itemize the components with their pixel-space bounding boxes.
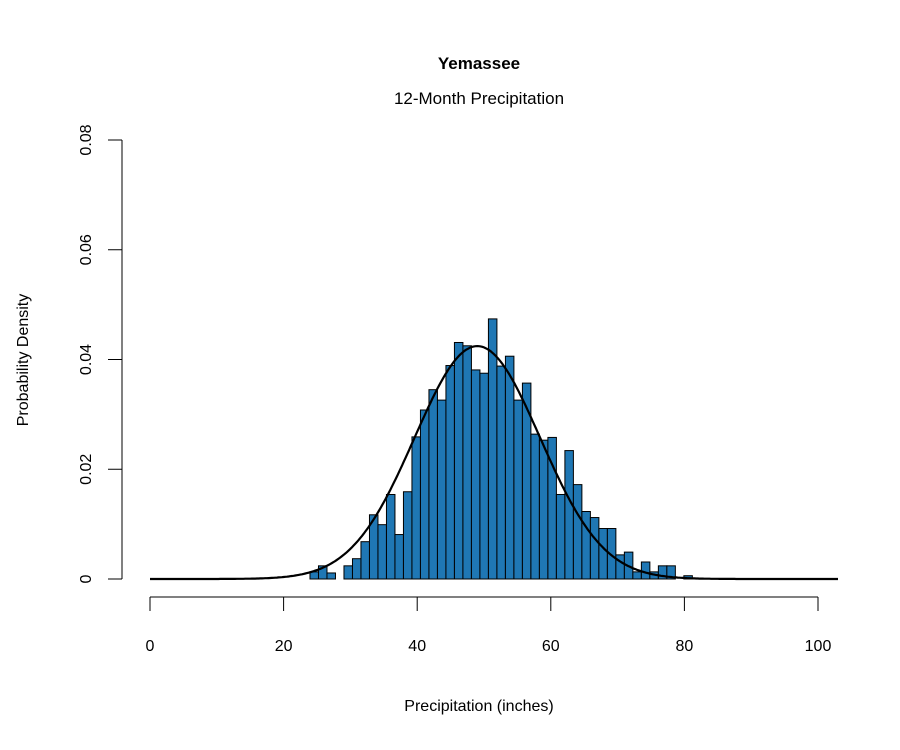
histogram-bar — [385, 493, 396, 580]
y-tick-label: 0 — [78, 574, 95, 583]
y-tick-label: 0.04 — [78, 344, 95, 375]
x-tick-label: 100 — [805, 638, 832, 655]
histogram-bar — [598, 528, 608, 580]
y-tick-label: 0.06 — [78, 234, 95, 265]
histogram-bar — [394, 534, 404, 580]
histogram-bar — [504, 355, 515, 580]
histogram-bar — [360, 541, 370, 580]
y-tick-label: 0.02 — [78, 454, 95, 485]
bars-group — [309, 318, 693, 580]
histogram-bar — [666, 565, 676, 580]
histogram-bar — [411, 436, 421, 580]
histogram-bar — [589, 517, 600, 580]
x-tick-label: 20 — [275, 638, 293, 655]
density-curve — [150, 344, 838, 581]
histogram-bar — [564, 450, 574, 580]
histogram-bar — [572, 484, 583, 580]
histogram-bar — [326, 572, 336, 580]
histogram-bar — [462, 345, 472, 580]
histogram-bar — [479, 372, 489, 580]
histogram-bar — [402, 491, 413, 580]
histogram-bar — [428, 389, 438, 580]
histogram-bar — [453, 341, 464, 580]
histogram-bar — [470, 369, 481, 580]
chart-title: Yemassee — [438, 54, 520, 73]
histogram-bar — [513, 399, 523, 580]
histogram-bar — [377, 524, 387, 580]
histogram-bar — [555, 493, 566, 580]
histogram-bar — [445, 365, 455, 580]
histogram-bar — [317, 565, 328, 580]
y-tick-label: 0.08 — [78, 124, 95, 155]
histogram-bar — [606, 528, 617, 580]
x-tick-label: 60 — [542, 638, 560, 655]
x-tick-label: 40 — [408, 638, 426, 655]
histogram-bar — [351, 558, 362, 580]
histogram-bar — [538, 439, 549, 580]
histogram-bar — [436, 399, 447, 580]
histogram-bar — [530, 433, 540, 580]
histogram-bar — [419, 409, 430, 580]
x-tick-label: 80 — [676, 638, 694, 655]
chart-subtitle: 12-Month Precipitation — [394, 89, 564, 108]
y-axis-label: Probability Density — [15, 294, 32, 427]
histogram-bar — [343, 565, 353, 580]
histogram-bar — [640, 561, 651, 580]
x-axis-label: Precipitation (inches) — [404, 698, 553, 715]
x-tick-label: 0 — [146, 638, 155, 655]
axes-group: 0 20 40 60 80 100 0 0.02 0.04 0.06 0.08 — [78, 124, 831, 655]
histogram-bar — [487, 318, 498, 580]
histogram-bar — [632, 571, 642, 580]
histogram-bar — [496, 365, 506, 580]
